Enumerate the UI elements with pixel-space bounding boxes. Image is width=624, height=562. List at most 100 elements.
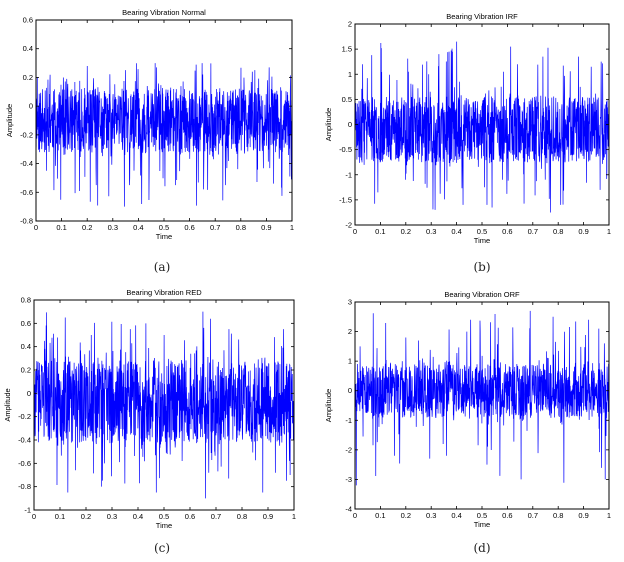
x-tick-label: 1 bbox=[607, 227, 611, 236]
y-tick-label: -0.4 bbox=[18, 436, 31, 445]
x-tick-label: 0.3 bbox=[108, 223, 118, 232]
x-tick-label: 0.4 bbox=[133, 223, 143, 232]
chart-title: Bearing Vibration IRF bbox=[446, 12, 518, 21]
series-line bbox=[35, 63, 293, 207]
y-tick-label: -0.6 bbox=[18, 459, 31, 468]
y-tick-label: 0.4 bbox=[21, 342, 31, 351]
x-tick-label: 0.4 bbox=[451, 227, 461, 236]
chart-b: 0 0.1 0.2 0.3 0.4 0.5 0.6 0.7 0.8 0.9 1 -2 -1.5 -1 -0.… bbox=[324, 12, 611, 245]
x-tick-label: 0.2 bbox=[82, 223, 92, 232]
x-tick-label: 0.6 bbox=[502, 227, 512, 236]
x-tick-label: 0.7 bbox=[211, 512, 221, 521]
x-tick-label: 0.8 bbox=[553, 227, 563, 236]
y-tick-label: 0 bbox=[29, 102, 33, 111]
y-tick-label: -0.6 bbox=[20, 188, 33, 197]
x-tick-label: 1 bbox=[290, 223, 294, 232]
y-tick-label: 0 bbox=[348, 386, 352, 395]
y-tick-label: 0.6 bbox=[23, 16, 33, 25]
x-tick-label: 0.8 bbox=[553, 511, 563, 520]
x-tick-label: 0.7 bbox=[528, 511, 538, 520]
y-tick-label: 0 bbox=[348, 120, 352, 129]
y-tick-label: -0.2 bbox=[20, 130, 33, 139]
x-tick-label: 0.5 bbox=[159, 512, 169, 521]
x-tick-label: 0.7 bbox=[210, 223, 220, 232]
x-tick-label: 0.9 bbox=[263, 512, 273, 521]
x-axis-label: Time bbox=[474, 520, 490, 529]
x-tick-label: 0.4 bbox=[451, 511, 461, 520]
y-tick-label: -2 bbox=[345, 221, 352, 230]
chart-title: Bearing Vibration RED bbox=[126, 288, 202, 297]
y-axis-label: Amplitude bbox=[324, 389, 333, 422]
chart-d: 0 0.1 0.2 0.3 0.4 0.5 0.6 0.7 0.8 0.9 1 -4 -3 -2 -1 0 1 2… bbox=[324, 290, 611, 529]
y-tick-label: 0.8 bbox=[21, 296, 31, 305]
x-tick-label: 0.6 bbox=[184, 223, 194, 232]
x-tick-label: 0.9 bbox=[578, 227, 588, 236]
x-tick-label: 0.7 bbox=[528, 227, 538, 236]
y-tick-label: -0.8 bbox=[20, 217, 33, 226]
y-tick-label: 1.5 bbox=[342, 45, 352, 54]
y-tick-label: -1.5 bbox=[339, 195, 352, 204]
y-tick-label: 2 bbox=[348, 20, 352, 29]
y-tick-label: 1 bbox=[348, 357, 352, 366]
x-tick-label: 1 bbox=[607, 511, 611, 520]
y-tick-label: 1 bbox=[348, 70, 352, 79]
x-tick-label: 0 bbox=[353, 227, 357, 236]
x-axis-label: Time bbox=[156, 232, 172, 241]
caption-a: (a) bbox=[153, 260, 171, 274]
caption-b: (b) bbox=[473, 260, 491, 274]
x-tick-label: 0.3 bbox=[426, 511, 436, 520]
y-tick-label: -4 bbox=[345, 505, 352, 514]
x-tick-label: 0.2 bbox=[401, 227, 411, 236]
x-tick-label: 0.8 bbox=[237, 512, 247, 521]
x-tick-label: 0.3 bbox=[426, 227, 436, 236]
y-tick-label: -1 bbox=[345, 170, 352, 179]
x-tick-label: 0.4 bbox=[133, 512, 143, 521]
y-axis-label: Amplitude bbox=[5, 104, 14, 137]
y-tick-label: -3 bbox=[345, 475, 352, 484]
x-tick-label: 0.1 bbox=[55, 512, 65, 521]
x-tick-label: 0.8 bbox=[236, 223, 246, 232]
x-tick-label: 0 bbox=[34, 223, 38, 232]
y-tick-label: -2 bbox=[345, 445, 352, 454]
series-line bbox=[354, 41, 610, 213]
x-tick-label: 0 bbox=[353, 511, 357, 520]
x-tick-label: 0.6 bbox=[185, 512, 195, 521]
y-axis-label: Amplitude bbox=[3, 388, 12, 421]
x-tick-label: 0.2 bbox=[81, 512, 91, 521]
chart-a: 0 0.1 0.2 0.3 0.4 0.5 0.6 0.7 0.8 0.9 1 -0.8 -0.6 -0.… bbox=[5, 8, 294, 241]
x-tick-label: 0 bbox=[32, 512, 36, 521]
y-tick-label: -0.2 bbox=[18, 412, 31, 421]
x-axis-label: Time bbox=[474, 236, 490, 245]
x-tick-label: 0.1 bbox=[375, 227, 385, 236]
x-tick-label: 0.1 bbox=[375, 511, 385, 520]
y-tick-label: -1 bbox=[24, 506, 31, 515]
y-tick-label: 3 bbox=[348, 298, 352, 307]
x-tick-label: 1 bbox=[292, 512, 296, 521]
series-line bbox=[354, 310, 610, 486]
x-tick-label: 0.5 bbox=[159, 223, 169, 232]
y-tick-label: 0.2 bbox=[23, 73, 33, 82]
y-tick-label: -0.4 bbox=[20, 159, 33, 168]
chart-title: Bearing Vibration Normal bbox=[122, 8, 206, 17]
series-line bbox=[33, 311, 295, 499]
x-tick-label: 0.5 bbox=[477, 227, 487, 236]
y-axis-label: Amplitude bbox=[324, 108, 333, 141]
caption-d: (d) bbox=[473, 541, 491, 555]
x-tick-label: 0.1 bbox=[56, 223, 66, 232]
x-tick-label: 0.9 bbox=[261, 223, 271, 232]
y-tick-label: -1 bbox=[345, 416, 352, 425]
y-tick-label: 0.2 bbox=[21, 366, 31, 375]
y-tick-label: -0.8 bbox=[18, 482, 31, 491]
x-tick-label: 0.9 bbox=[578, 511, 588, 520]
x-tick-label: 0.6 bbox=[502, 511, 512, 520]
y-tick-label: 0 bbox=[27, 389, 31, 398]
chart-title: Bearing Vibration ORF bbox=[444, 290, 520, 299]
caption-c: (c) bbox=[153, 541, 171, 555]
y-tick-label: 0.4 bbox=[23, 44, 33, 53]
y-tick-label: 0.5 bbox=[342, 95, 352, 104]
x-tick-label: 0.3 bbox=[107, 512, 117, 521]
x-axis-label: Time bbox=[156, 521, 172, 530]
y-tick-label: 0.6 bbox=[21, 319, 31, 328]
y-tick-label: 2 bbox=[348, 327, 352, 336]
